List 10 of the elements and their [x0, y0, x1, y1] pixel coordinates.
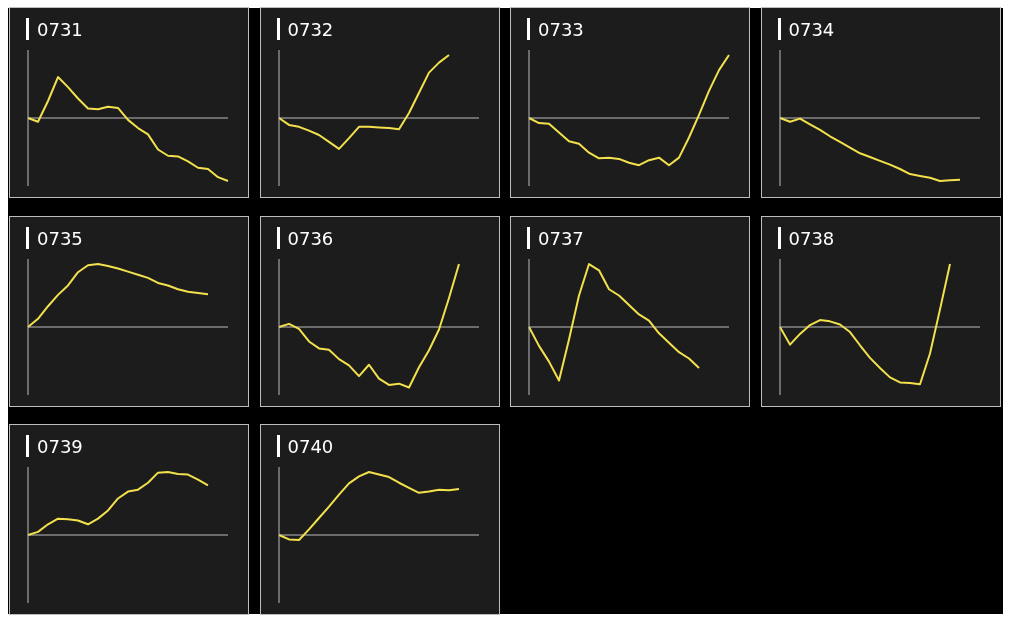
chart-title: 0740 [276, 435, 334, 457]
chart-title: 0734 [777, 18, 835, 40]
chart-title: 0738 [777, 226, 835, 249]
chart-title: 0739 [26, 435, 83, 457]
chart-title: 0733 [527, 18, 584, 40]
chart-title: 0736 [276, 226, 334, 249]
chart-title: 0732 [276, 18, 334, 40]
chart-title: 0737 [527, 226, 584, 249]
chart-title: 0735 [26, 226, 83, 249]
chart-title: 0731 [26, 18, 83, 40]
